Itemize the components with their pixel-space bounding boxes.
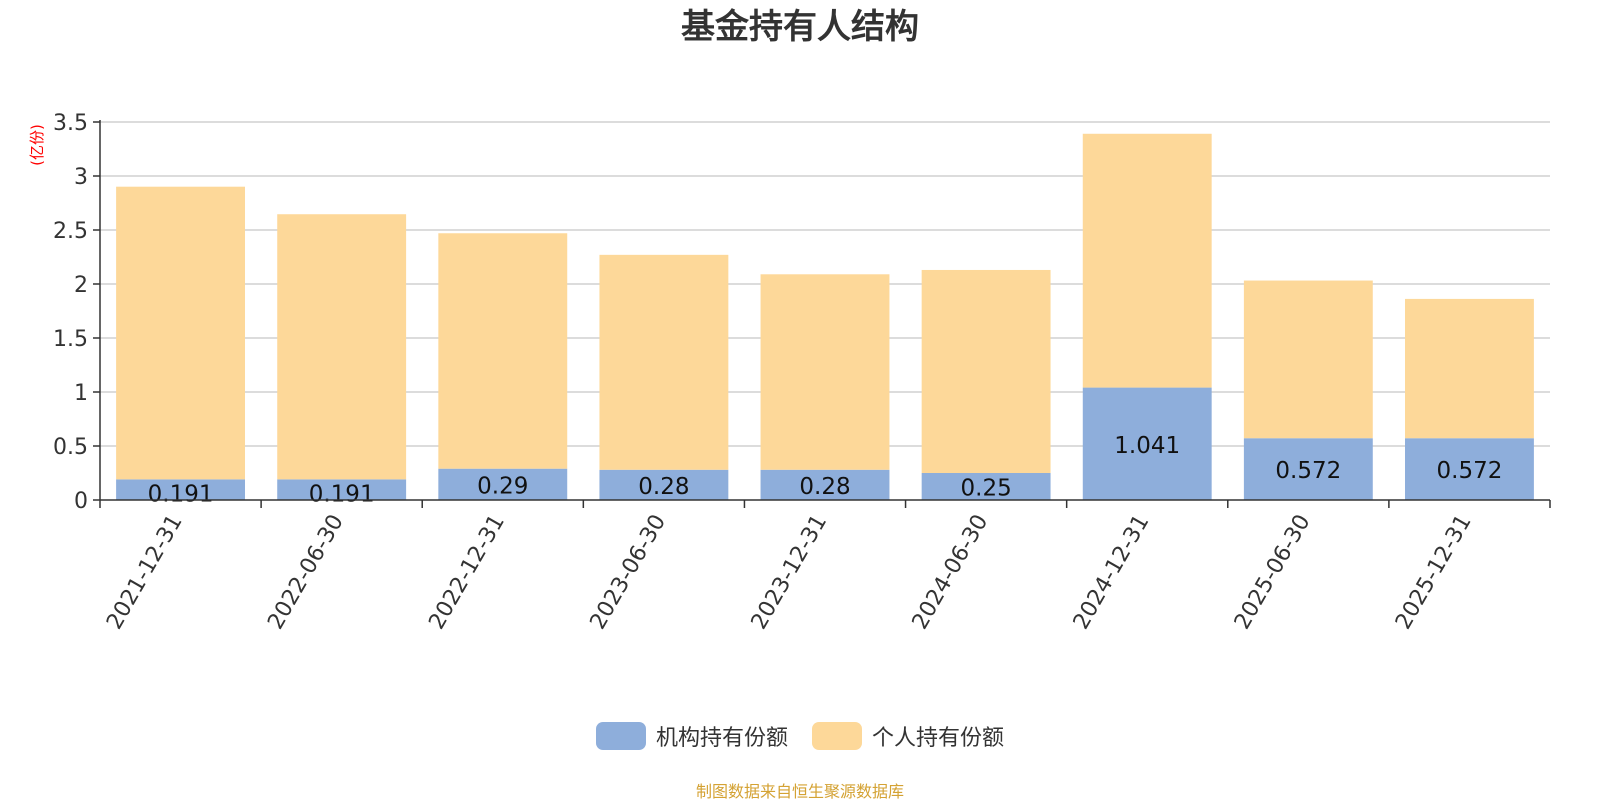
y-tick-label: 3 <box>74 165 88 190</box>
bar-institutional <box>438 468 568 500</box>
legend-swatch-individual <box>812 722 862 750</box>
bar-institutional <box>760 469 890 500</box>
legend-item-individual[interactable]: 个人持有份额 <box>812 720 1004 752</box>
x-tick-label: 2022-06-30 <box>263 511 349 634</box>
legend-item-institutional[interactable]: 机构持有份额 <box>595 720 788 752</box>
x-tick-label: 2024-06-30 <box>908 511 994 634</box>
bar-individual <box>438 233 568 469</box>
bar-value-label: 0.28 <box>799 474 850 500</box>
source-note: 制图数据来自恒生聚源数据库 <box>695 782 904 801</box>
y-tick-label: 1 <box>74 381 88 406</box>
bar-institutional <box>921 473 1051 500</box>
x-tick-label: 2022-12-31 <box>424 511 510 634</box>
bar-institutional <box>1082 387 1212 500</box>
bar-individual <box>277 214 407 480</box>
bar-institutional <box>1405 438 1534 500</box>
y-tick-label: 2 <box>74 273 88 298</box>
bar-institutional <box>277 479 407 500</box>
data-labels: 0.191 0.191 0.29 0.28 0.28 0.25 1.041 0.572 0.57… <box>148 433 1503 508</box>
bar-value-label: 1.041 <box>1114 433 1180 459</box>
y-tick-label: 0 <box>74 489 88 514</box>
bar-individual <box>1082 133 1212 388</box>
bar-value-label: 0.191 <box>309 481 375 507</box>
bar-individual <box>1243 280 1373 439</box>
bar-institutional <box>1243 438 1373 500</box>
bar-value-label: 0.191 <box>148 481 214 507</box>
y-tick-label: 1.5 <box>53 327 88 352</box>
y-tick-label: 0.5 <box>53 435 88 460</box>
bar-value-label: 0.25 <box>961 476 1012 502</box>
legend-label-individual: 个人持有份额 <box>872 726 1005 751</box>
legend: 机构持有份额 个人持有份额 <box>0 720 1600 752</box>
bar-value-label: 0.28 <box>638 474 689 500</box>
bar-individual <box>1405 298 1534 439</box>
legend-label-institutional: 机构持有份额 <box>655 726 788 751</box>
bar-institutional <box>599 469 729 500</box>
bar-series <box>116 133 1534 500</box>
bar-value-label: 0.572 <box>1437 458 1503 484</box>
legend-swatch-institutional <box>595 722 646 750</box>
bar-value-label: 0.29 <box>477 473 528 499</box>
x-tick-label: 2021-12-31 <box>102 511 188 634</box>
x-tick-label: 2023-06-30 <box>586 511 672 634</box>
y-tick-label: 3.5 <box>53 111 88 136</box>
y-tick-label: 2.5 <box>53 219 88 244</box>
chart-title: 基金持有人结构 <box>681 7 919 47</box>
y-axis-unit-label: (亿份) <box>28 124 46 166</box>
bar-individual <box>599 254 729 470</box>
bar-value-label: 0.572 <box>1275 458 1341 484</box>
x-tick-label: 2025-12-31 <box>1391 511 1477 634</box>
x-tick-label: 2023-12-31 <box>747 511 833 634</box>
bar-institutional <box>116 479 245 500</box>
bar-individual <box>760 274 890 470</box>
bar-individual <box>921 269 1051 473</box>
x-tick-label: 2024-12-31 <box>1069 511 1155 634</box>
x-tick-label: 2025-06-30 <box>1230 511 1316 634</box>
bar-individual <box>116 186 245 480</box>
